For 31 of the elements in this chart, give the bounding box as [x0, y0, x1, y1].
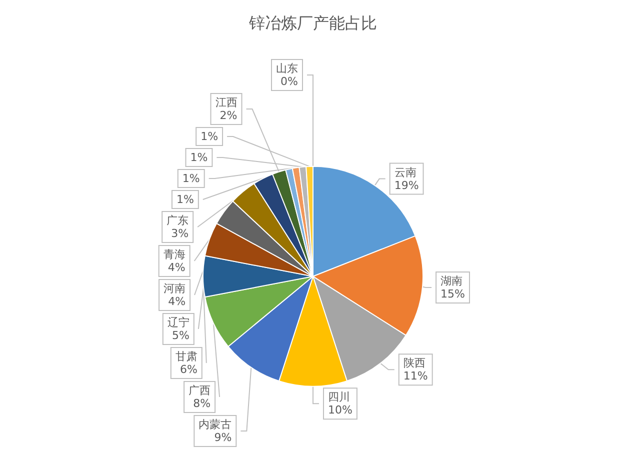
slice-label: 青海: [163, 248, 186, 261]
data-label: 10%: [328, 404, 352, 417]
slice-label: 河南: [164, 282, 186, 295]
data-label: 9%: [214, 431, 232, 444]
data-label: 6%: [180, 363, 198, 376]
data-label: 4%: [168, 295, 186, 308]
category-label: 山东: [276, 62, 298, 75]
data-label: 1%: [182, 172, 200, 185]
slice-label: 江西: [215, 96, 238, 109]
slice-label: 广西: [188, 384, 211, 397]
text: 0%: [280, 75, 298, 88]
data-label: 1%: [200, 130, 218, 143]
data-label: 11%: [403, 370, 428, 383]
slice-label: 云南: [394, 166, 416, 179]
slice-label: 四川: [328, 390, 350, 404]
data-label: 19%: [394, 178, 419, 192]
data-label: 3%: [171, 227, 189, 240]
data-label: 1%: [190, 151, 208, 164]
slice-label: 陕西: [403, 356, 426, 370]
slice-label: 甘肃: [175, 350, 198, 363]
chart-title: 锌冶炼厂产能占比: [248, 14, 377, 32]
data-label: 8%: [193, 397, 211, 410]
slice-label: 内蒙古: [198, 418, 232, 431]
data-label: 2%: [220, 109, 238, 122]
slice-label: 辽宁: [167, 316, 190, 329]
data-label: 1%: [176, 193, 194, 206]
data-label: 4%: [168, 261, 186, 274]
data-label: 5%: [172, 329, 190, 342]
data-label: 15%: [440, 288, 466, 301]
slice-label: 湖南: [440, 274, 463, 288]
slice-label: 广东: [166, 214, 189, 227]
